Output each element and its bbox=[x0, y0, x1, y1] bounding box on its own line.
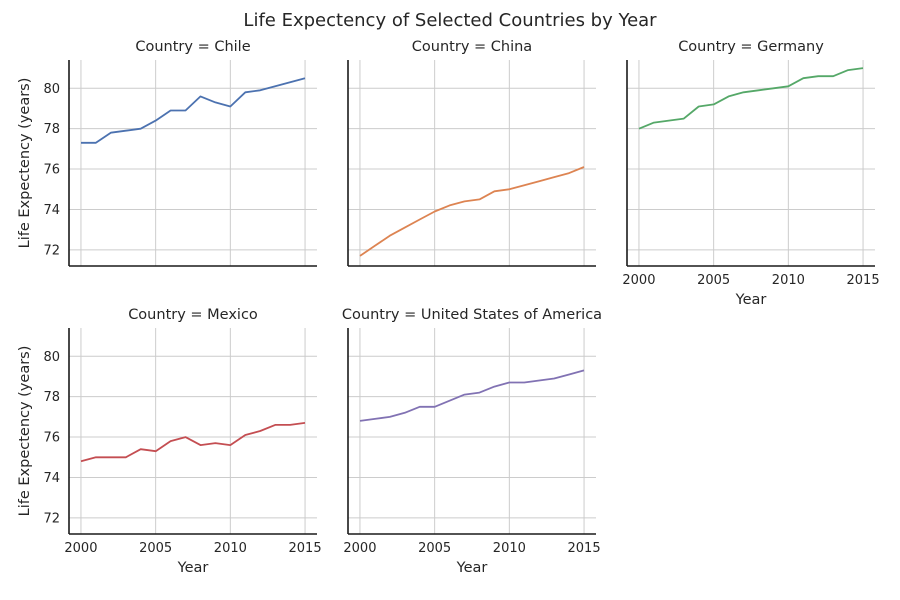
panel-title: Country = Germany bbox=[678, 39, 824, 55]
series-line bbox=[359, 166, 585, 257]
panel-title: Country = Chile bbox=[135, 39, 250, 55]
y-tick-label: 78 bbox=[43, 122, 60, 137]
panel-title: Country = United States of America bbox=[342, 307, 602, 323]
y-tick-label: 74 bbox=[43, 471, 60, 486]
x-tick-label: 2005 bbox=[139, 541, 172, 556]
x-tick-label: 2010 bbox=[493, 541, 526, 556]
facet-panel-1: Country = China bbox=[347, 39, 596, 267]
facet-panel-0: Country = Chile 72 74 76 78 80 Life Expectency… bbox=[17, 39, 317, 267]
y-axis-label: Life Expectency (years) bbox=[17, 346, 33, 517]
y-tick-label: 76 bbox=[43, 431, 60, 446]
series-line bbox=[80, 422, 306, 463]
panel-title: Country = Mexico bbox=[128, 307, 258, 323]
panel-title: Country = China bbox=[412, 39, 532, 55]
y-tick-label: 74 bbox=[43, 203, 60, 218]
y-tick-label: 80 bbox=[43, 82, 60, 97]
y-tick-label: 80 bbox=[43, 350, 60, 365]
x-axis-label: Year bbox=[456, 560, 488, 576]
series-line bbox=[81, 77, 306, 144]
y-tick-label: 76 bbox=[43, 163, 60, 178]
series-line bbox=[359, 369, 585, 422]
x-axis-label: Year bbox=[177, 560, 209, 576]
x-tick-label: 2005 bbox=[418, 541, 451, 556]
facet-panel-3: Country = Mexico 72 74 76 78 80 Life Expectenc… bbox=[17, 307, 322, 576]
facet-panel-4: Country = United States of America 2000 20… bbox=[342, 307, 602, 576]
series-line bbox=[638, 67, 864, 130]
x-tick-label: 2000 bbox=[622, 273, 655, 288]
y-axis-label: Life Expectency (years) bbox=[17, 78, 33, 249]
x-tick-label: 2015 bbox=[568, 541, 601, 556]
x-tick-label: 2005 bbox=[697, 273, 730, 288]
facet-panel-2: Country = Germany 2000 2005 2010 2015 Year bbox=[622, 39, 879, 308]
x-tick-label: 2010 bbox=[772, 273, 805, 288]
x-tick-label: 2000 bbox=[64, 541, 97, 556]
y-tick-label: 72 bbox=[43, 511, 60, 526]
x-tick-label: 2015 bbox=[289, 541, 322, 556]
x-tick-label: 2015 bbox=[847, 273, 880, 288]
y-tick-label: 78 bbox=[43, 390, 60, 405]
x-tick-label: 2000 bbox=[343, 541, 376, 556]
x-axis-label: Year bbox=[735, 292, 767, 308]
chart-title: Life Expectency of Selected Countries by… bbox=[243, 10, 657, 31]
x-tick-label: 2010 bbox=[214, 541, 247, 556]
y-tick-label: 72 bbox=[43, 243, 60, 258]
